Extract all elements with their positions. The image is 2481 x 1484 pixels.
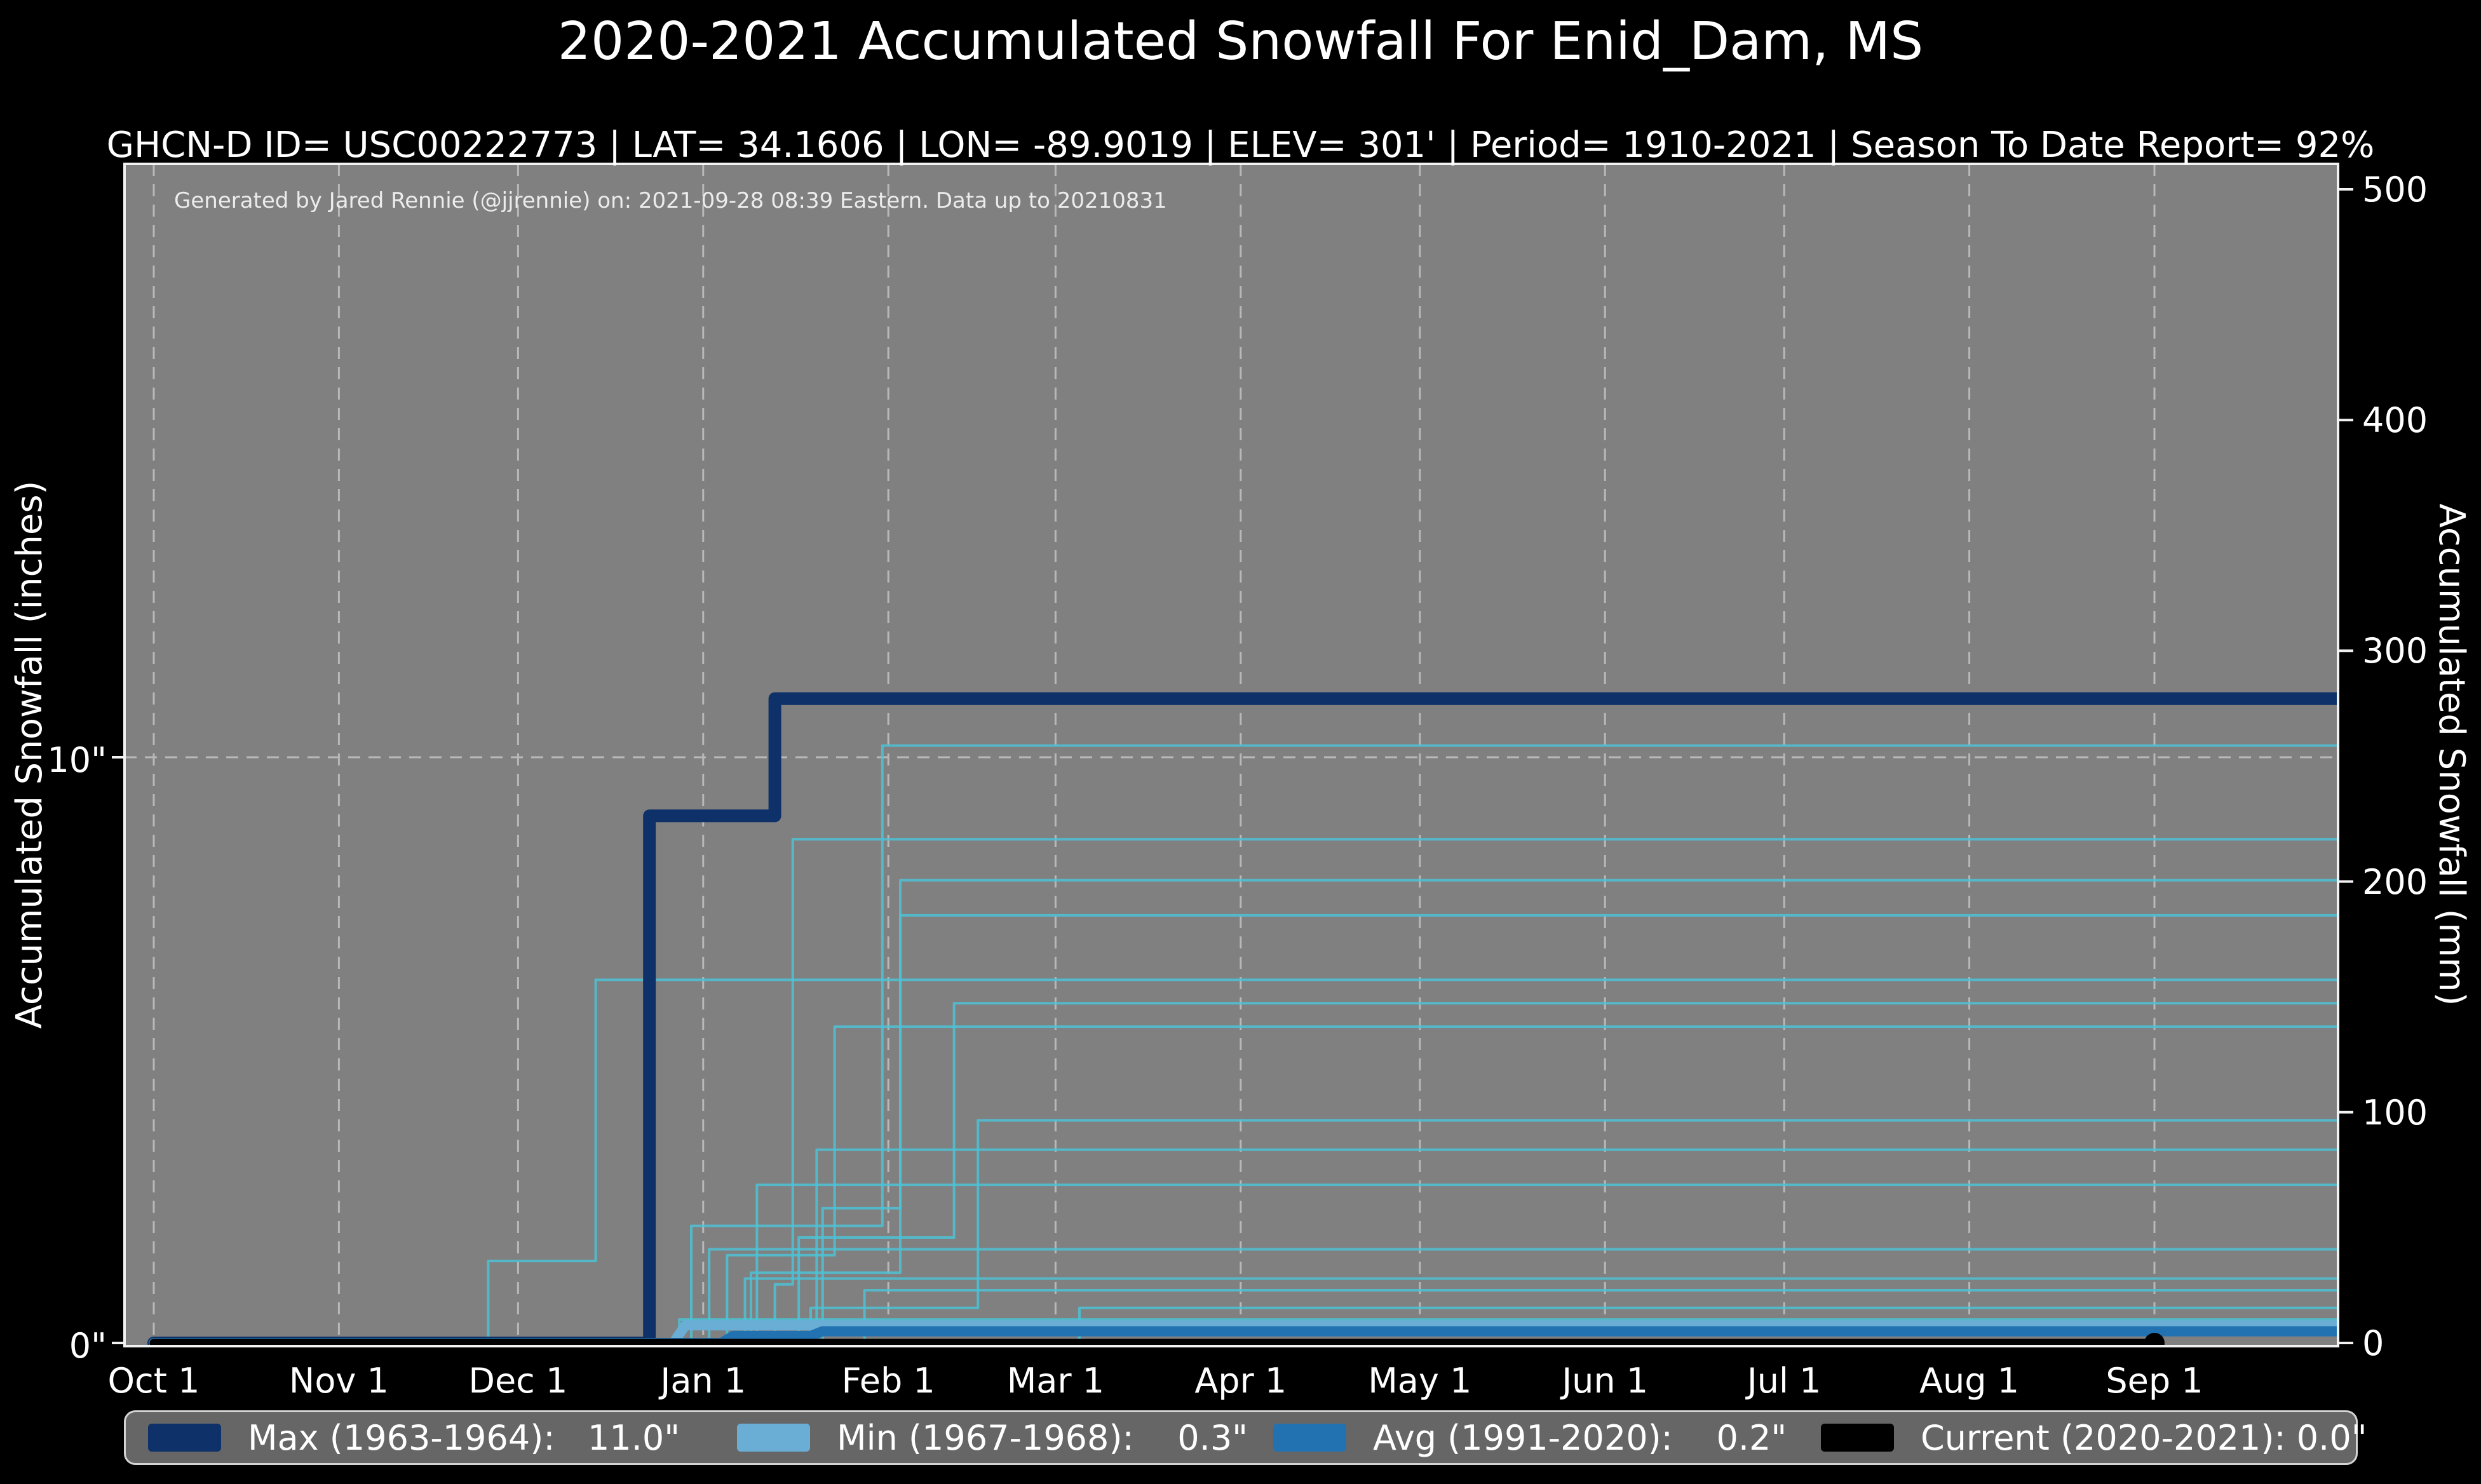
series-lines <box>147 692 2338 1346</box>
x-tick-label: Nov 1 <box>288 1361 389 1401</box>
x-tick-label: Apr 1 <box>1194 1361 1287 1401</box>
legend-swatch-max <box>148 1424 221 1452</box>
x-tick-label: Aug 1 <box>1919 1361 2020 1401</box>
legend-label-current: Current (2020-2021): 0.0" <box>1921 1417 2367 1458</box>
tick-marks <box>112 188 2353 1344</box>
legend-label-avg: Avg (1991-2020): 0.2" <box>1373 1417 1787 1458</box>
station-metadata-subtitle: GHCN-D ID= USC00222773 | LAT= 34.1606 | … <box>106 125 2375 166</box>
current-end-marker <box>2144 1333 2165 1346</box>
y-axis-label-mm: Accumulated Snowfall (mm) <box>2431 503 2472 1006</box>
other-year-line <box>797 1002 2338 1344</box>
x-tick-label: Jun 1 <box>1562 1361 1649 1401</box>
legend-swatch-avg <box>1273 1424 1346 1452</box>
x-tick-label: Jan 1 <box>660 1361 747 1401</box>
other-year-line <box>690 744 2338 1344</box>
legend-label-min: Min (1967-1968): 0.3" <box>837 1417 1248 1458</box>
other-year-line <box>755 1184 2338 1344</box>
y-tick-label-10in: 10" <box>47 740 107 780</box>
y-tick-label-mm: 100 <box>2362 1092 2428 1133</box>
generated-by-annotation: Generated by Jared Rennie (@jjrennie) on… <box>174 188 1167 213</box>
legend-swatch-min <box>737 1424 810 1452</box>
other-year-line <box>750 879 2338 1344</box>
other-year-line <box>708 1248 2338 1344</box>
x-tick-label: Feb 1 <box>841 1361 935 1401</box>
x-tick-label: Jul 1 <box>1747 1361 1822 1401</box>
legend-label-max: Max (1963-1964): 11.0" <box>248 1417 680 1458</box>
legend-item-min: Min (1967-1968): 0.3" <box>737 1412 1248 1463</box>
x-tick-label: Mar 1 <box>1006 1361 1105 1401</box>
y-tick-label-mm: 0 <box>2362 1323 2384 1363</box>
x-tick-label: Sep 1 <box>2106 1361 2203 1401</box>
y-tick-label-mm: 400 <box>2362 400 2428 441</box>
other-year-line <box>487 978 2338 1344</box>
x-tick-label: May 1 <box>1368 1361 1472 1401</box>
y-tick-label-0in: 0" <box>69 1326 107 1366</box>
legend-item-max: Max (1963-1964): 11.0" <box>148 1412 680 1463</box>
x-tick-label: Dec 1 <box>468 1361 568 1401</box>
legend: Max (1963-1964): 11.0" Min (1967-1968): … <box>124 1410 2367 1465</box>
plot-background <box>125 164 2338 1346</box>
y-tick-label-mm: 500 <box>2362 170 2428 210</box>
x-tick-label: Oct 1 <box>107 1361 200 1401</box>
chart-title: 2020-2021 Accumulated Snowfall For Enid_… <box>557 11 1924 72</box>
other-year-line <box>773 838 2338 1344</box>
y-tick-label-mm: 300 <box>2362 631 2428 671</box>
legend-swatch-current <box>1821 1424 1894 1452</box>
legend-item-avg: Avg (1991-2020): 0.2" <box>1273 1412 1787 1463</box>
y-tick-label-mm: 200 <box>2362 861 2428 902</box>
other-year-line <box>821 914 2338 1344</box>
other-year-line <box>726 1025 2338 1344</box>
plot-border <box>123 163 2339 1347</box>
legend-item-current: Current (2020-2021): 0.0" <box>1821 1412 2367 1463</box>
